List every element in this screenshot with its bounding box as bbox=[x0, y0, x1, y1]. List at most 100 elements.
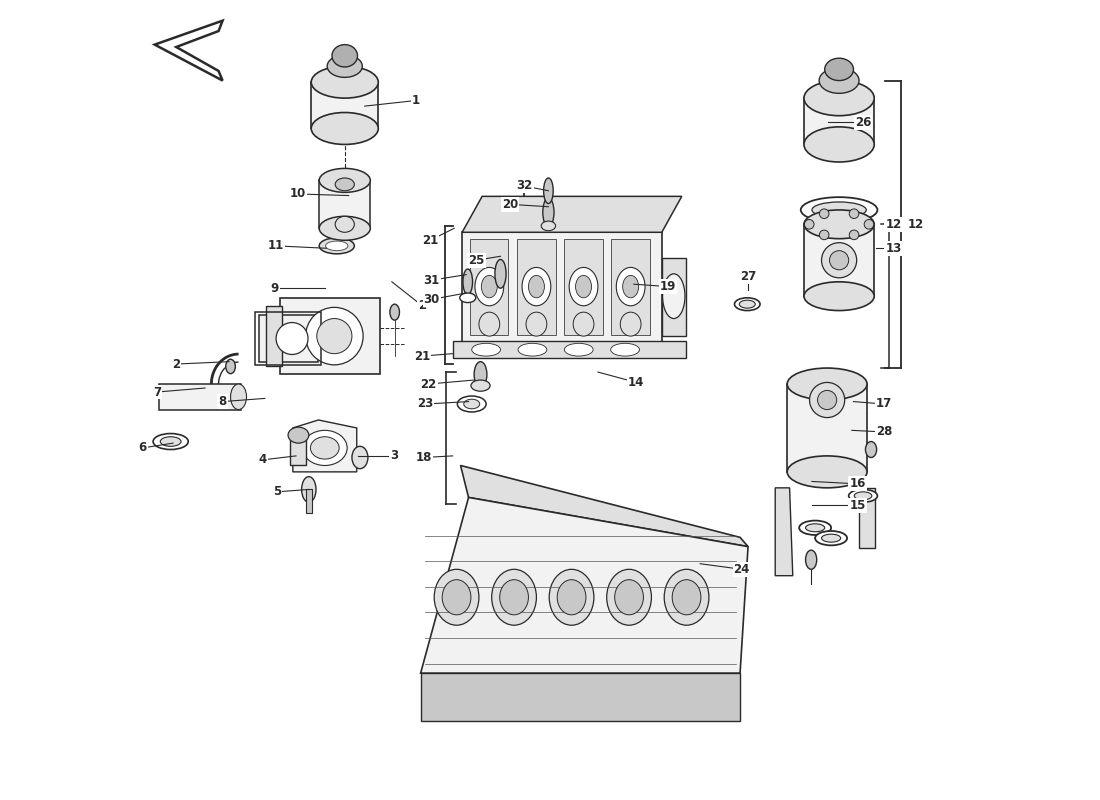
Ellipse shape bbox=[822, 534, 840, 542]
Ellipse shape bbox=[472, 343, 500, 356]
Bar bbox=[564, 238, 603, 334]
Text: 20: 20 bbox=[502, 198, 518, 211]
Ellipse shape bbox=[788, 368, 867, 400]
Text: 21: 21 bbox=[414, 350, 430, 362]
Bar bbox=[258, 315, 318, 362]
Ellipse shape bbox=[855, 492, 872, 500]
Bar bbox=[462, 232, 662, 344]
Ellipse shape bbox=[311, 113, 378, 145]
Ellipse shape bbox=[607, 570, 651, 626]
Text: 22: 22 bbox=[420, 378, 437, 390]
Bar bbox=[662, 258, 685, 336]
Ellipse shape bbox=[306, 307, 363, 365]
Text: 27: 27 bbox=[740, 270, 756, 282]
Ellipse shape bbox=[460, 293, 475, 302]
Bar bbox=[788, 384, 867, 472]
Ellipse shape bbox=[610, 343, 639, 356]
Bar bbox=[280, 298, 381, 374]
Bar bbox=[517, 238, 556, 334]
Ellipse shape bbox=[442, 580, 471, 615]
Text: 2: 2 bbox=[418, 299, 427, 312]
Bar bbox=[612, 238, 650, 334]
Text: 15: 15 bbox=[849, 499, 866, 512]
Ellipse shape bbox=[569, 267, 598, 306]
Ellipse shape bbox=[616, 267, 645, 306]
Ellipse shape bbox=[801, 197, 878, 222]
Text: 28: 28 bbox=[876, 426, 892, 438]
Text: 1: 1 bbox=[411, 94, 420, 107]
Bar bbox=[470, 238, 508, 334]
Ellipse shape bbox=[825, 58, 854, 81]
Ellipse shape bbox=[319, 169, 371, 192]
Text: 18: 18 bbox=[416, 451, 432, 464]
Text: 23: 23 bbox=[417, 398, 433, 410]
Ellipse shape bbox=[526, 312, 547, 336]
Polygon shape bbox=[420, 673, 740, 721]
Ellipse shape bbox=[276, 322, 308, 354]
Ellipse shape bbox=[492, 570, 537, 626]
Ellipse shape bbox=[735, 298, 760, 310]
Ellipse shape bbox=[822, 242, 857, 278]
Ellipse shape bbox=[820, 230, 829, 240]
Text: 31: 31 bbox=[424, 274, 440, 286]
Ellipse shape bbox=[558, 580, 586, 615]
Text: 12: 12 bbox=[908, 218, 924, 231]
Text: 26: 26 bbox=[855, 115, 871, 129]
Ellipse shape bbox=[499, 580, 528, 615]
Text: 4: 4 bbox=[258, 454, 266, 466]
Ellipse shape bbox=[615, 580, 644, 615]
Ellipse shape bbox=[319, 216, 371, 240]
Text: 16: 16 bbox=[849, 478, 866, 490]
Text: 21: 21 bbox=[422, 234, 438, 246]
Ellipse shape bbox=[739, 300, 756, 308]
Ellipse shape bbox=[336, 178, 354, 190]
Text: 25: 25 bbox=[469, 254, 485, 266]
Bar bbox=[311, 82, 378, 129]
Ellipse shape bbox=[804, 210, 875, 238]
Ellipse shape bbox=[161, 437, 182, 446]
Ellipse shape bbox=[664, 570, 708, 626]
Ellipse shape bbox=[866, 442, 877, 458]
Ellipse shape bbox=[475, 267, 504, 306]
Ellipse shape bbox=[336, 216, 354, 232]
Ellipse shape bbox=[231, 384, 246, 410]
Ellipse shape bbox=[541, 221, 556, 230]
Polygon shape bbox=[155, 21, 222, 81]
Ellipse shape bbox=[482, 275, 497, 298]
Bar bbox=[804, 224, 875, 296]
Ellipse shape bbox=[542, 198, 554, 226]
Ellipse shape bbox=[804, 282, 875, 310]
Ellipse shape bbox=[326, 241, 348, 250]
Bar bbox=[266, 306, 282, 366]
Bar bbox=[290, 434, 307, 466]
Ellipse shape bbox=[317, 318, 352, 354]
Ellipse shape bbox=[788, 456, 867, 488]
Text: 10: 10 bbox=[289, 187, 306, 201]
Ellipse shape bbox=[849, 209, 859, 218]
Ellipse shape bbox=[549, 570, 594, 626]
Polygon shape bbox=[462, 196, 682, 232]
Ellipse shape bbox=[820, 68, 859, 94]
Ellipse shape bbox=[623, 275, 639, 298]
Ellipse shape bbox=[849, 230, 859, 240]
Polygon shape bbox=[461, 466, 748, 546]
Ellipse shape bbox=[302, 430, 348, 466]
Ellipse shape bbox=[471, 380, 491, 391]
Ellipse shape bbox=[458, 396, 486, 412]
Bar bbox=[306, 490, 312, 514]
Text: 13: 13 bbox=[886, 242, 902, 254]
Ellipse shape bbox=[804, 127, 875, 162]
Ellipse shape bbox=[804, 81, 875, 116]
Polygon shape bbox=[420, 498, 748, 673]
Text: 14: 14 bbox=[628, 376, 645, 389]
Ellipse shape bbox=[810, 382, 845, 418]
Ellipse shape bbox=[575, 275, 592, 298]
Ellipse shape bbox=[518, 343, 547, 356]
Ellipse shape bbox=[495, 259, 506, 288]
Ellipse shape bbox=[849, 490, 878, 502]
Ellipse shape bbox=[528, 275, 544, 298]
Bar bbox=[804, 98, 875, 145]
Ellipse shape bbox=[327, 55, 362, 78]
Bar bbox=[452, 341, 685, 358]
Text: 7: 7 bbox=[153, 386, 161, 398]
